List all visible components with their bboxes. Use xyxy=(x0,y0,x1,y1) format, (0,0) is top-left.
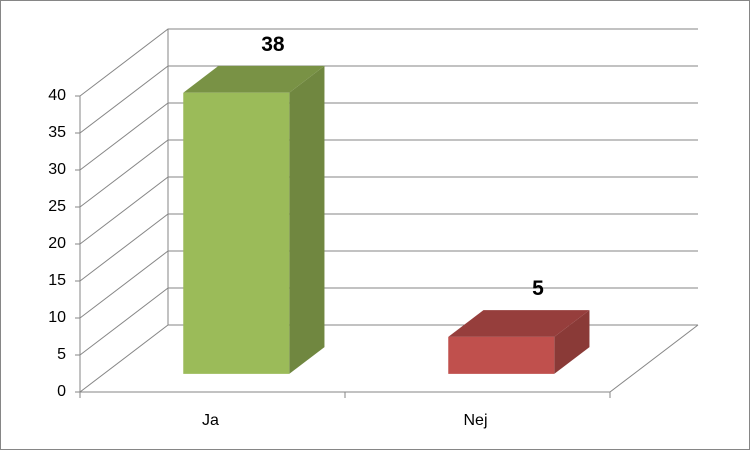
y-tick-label: 30 xyxy=(48,161,66,178)
y-tick-label: 20 xyxy=(48,235,66,252)
y-tick-label: 0 xyxy=(57,383,66,400)
y-tick-label: 5 xyxy=(57,346,66,363)
bar-front xyxy=(183,92,290,374)
y-tick-label: 10 xyxy=(48,309,66,326)
floor-edge xyxy=(609,324,699,393)
x-tick-label: Nej xyxy=(463,412,487,429)
data-label: 5 xyxy=(532,277,544,300)
bar-side xyxy=(289,65,325,374)
bar-top xyxy=(183,65,325,93)
y-tick-label: 15 xyxy=(48,272,66,289)
y-tick-label: 35 xyxy=(48,124,66,141)
x-tick-label: Ja xyxy=(202,412,219,429)
bar xyxy=(183,65,325,374)
y-tick-label: 25 xyxy=(48,198,66,215)
bar-top xyxy=(448,310,590,337)
data-label: 38 xyxy=(261,33,285,56)
y-tick-label: 40 xyxy=(48,87,66,104)
bar xyxy=(448,310,590,374)
bar-side xyxy=(554,310,590,374)
bar-front xyxy=(448,336,555,374)
